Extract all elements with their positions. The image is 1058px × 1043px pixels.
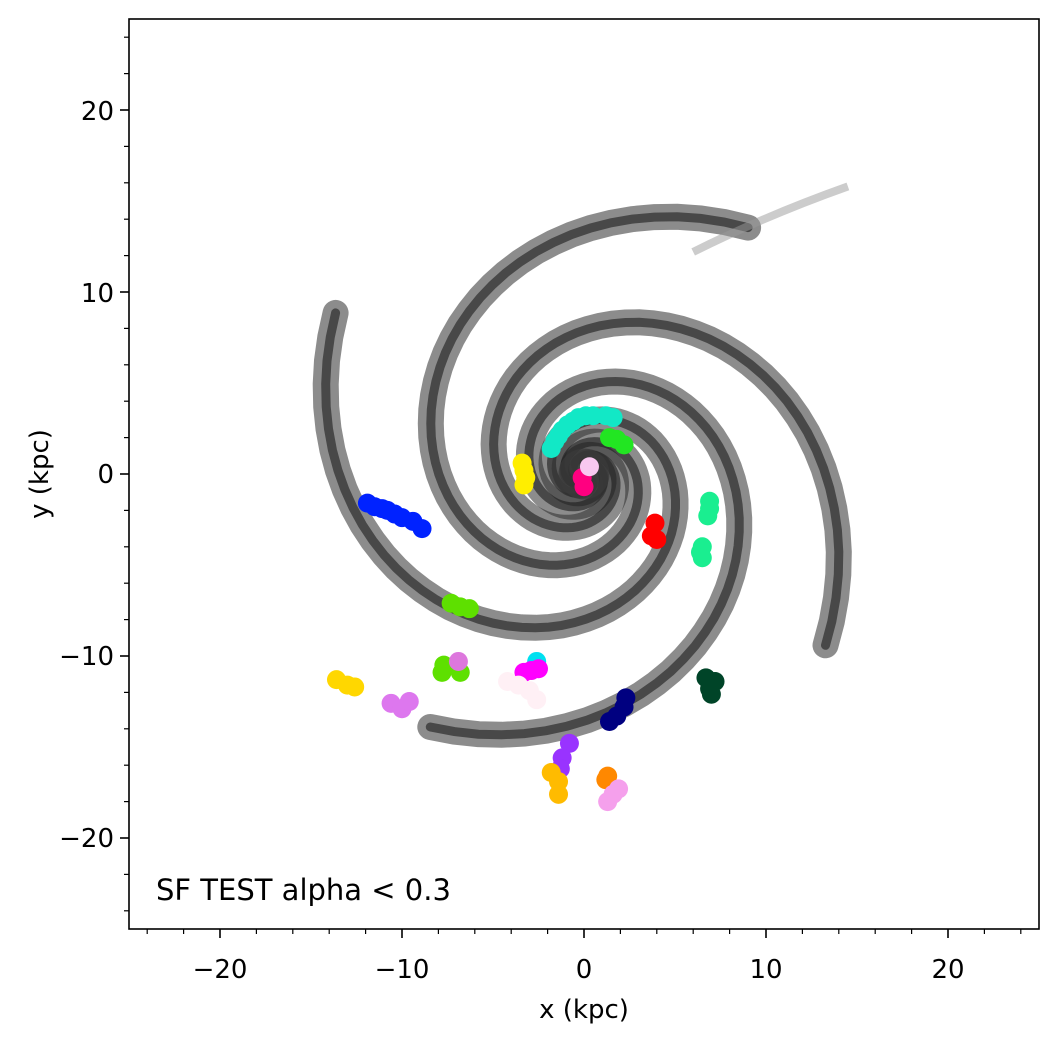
cluster-group [512, 453, 536, 495]
y-tick-label: 0 [97, 460, 114, 490]
chart-annotation: SF TEST alpha < 0.3 [156, 873, 451, 907]
cluster-group [541, 406, 623, 459]
y-tick-labels: 20 10 0 −10 −20 [59, 97, 114, 854]
x-tick-label: −20 [193, 955, 248, 985]
cluster-group [441, 593, 479, 619]
cluster-group [696, 668, 725, 704]
x-tick-label: 10 [749, 955, 782, 985]
y-tick-label: 10 [81, 279, 114, 309]
y-axis-label: y (kpc) [25, 429, 55, 519]
x-axis-label: x (kpc) [539, 995, 629, 1025]
cluster-group [598, 779, 629, 812]
x-tick-label: −10 [375, 955, 430, 985]
x-tick-label: 0 [576, 955, 593, 985]
y-tick-label: −10 [59, 642, 114, 672]
cluster-point [598, 792, 618, 812]
y-tick-label: −20 [59, 824, 114, 854]
cluster-point [692, 548, 712, 568]
cluster-point [527, 690, 547, 710]
cluster-point [698, 506, 718, 526]
cluster-group [357, 493, 432, 539]
cluster-point [399, 692, 419, 711]
cluster-points [326, 406, 725, 812]
cluster-point [701, 684, 721, 704]
cluster-point [529, 659, 548, 679]
cluster-group [326, 670, 365, 697]
cluster-group [579, 457, 599, 477]
cluster-group [599, 688, 636, 732]
cluster-group [641, 513, 667, 550]
cluster-group [381, 692, 419, 719]
y-tick-label: 20 [81, 97, 114, 127]
x-axis-ticks [146, 929, 1022, 938]
cluster-point [549, 784, 569, 804]
cluster-group [541, 762, 569, 804]
cluster-group [498, 671, 547, 710]
cluster-point [599, 712, 619, 732]
cluster-point [345, 677, 365, 697]
cluster-point [614, 435, 634, 455]
cluster-point [448, 651, 468, 671]
cluster-point [514, 475, 534, 495]
x-tick-labels: −20 −10 0 10 20 [193, 955, 965, 985]
cluster-point [574, 477, 594, 497]
cluster-point [432, 662, 452, 682]
cluster-group [599, 428, 634, 455]
cluster-point [647, 530, 667, 550]
cluster-point [412, 519, 432, 539]
cluster-point [459, 599, 479, 619]
y-axis-ticks [120, 36, 129, 912]
cluster-point [559, 733, 579, 753]
cluster-group [690, 491, 720, 568]
cluster-point [603, 408, 623, 428]
cluster-point [579, 457, 599, 477]
cluster-group [448, 651, 468, 671]
gas-stream [691, 182, 850, 256]
x-tick-label: 20 [931, 955, 964, 985]
